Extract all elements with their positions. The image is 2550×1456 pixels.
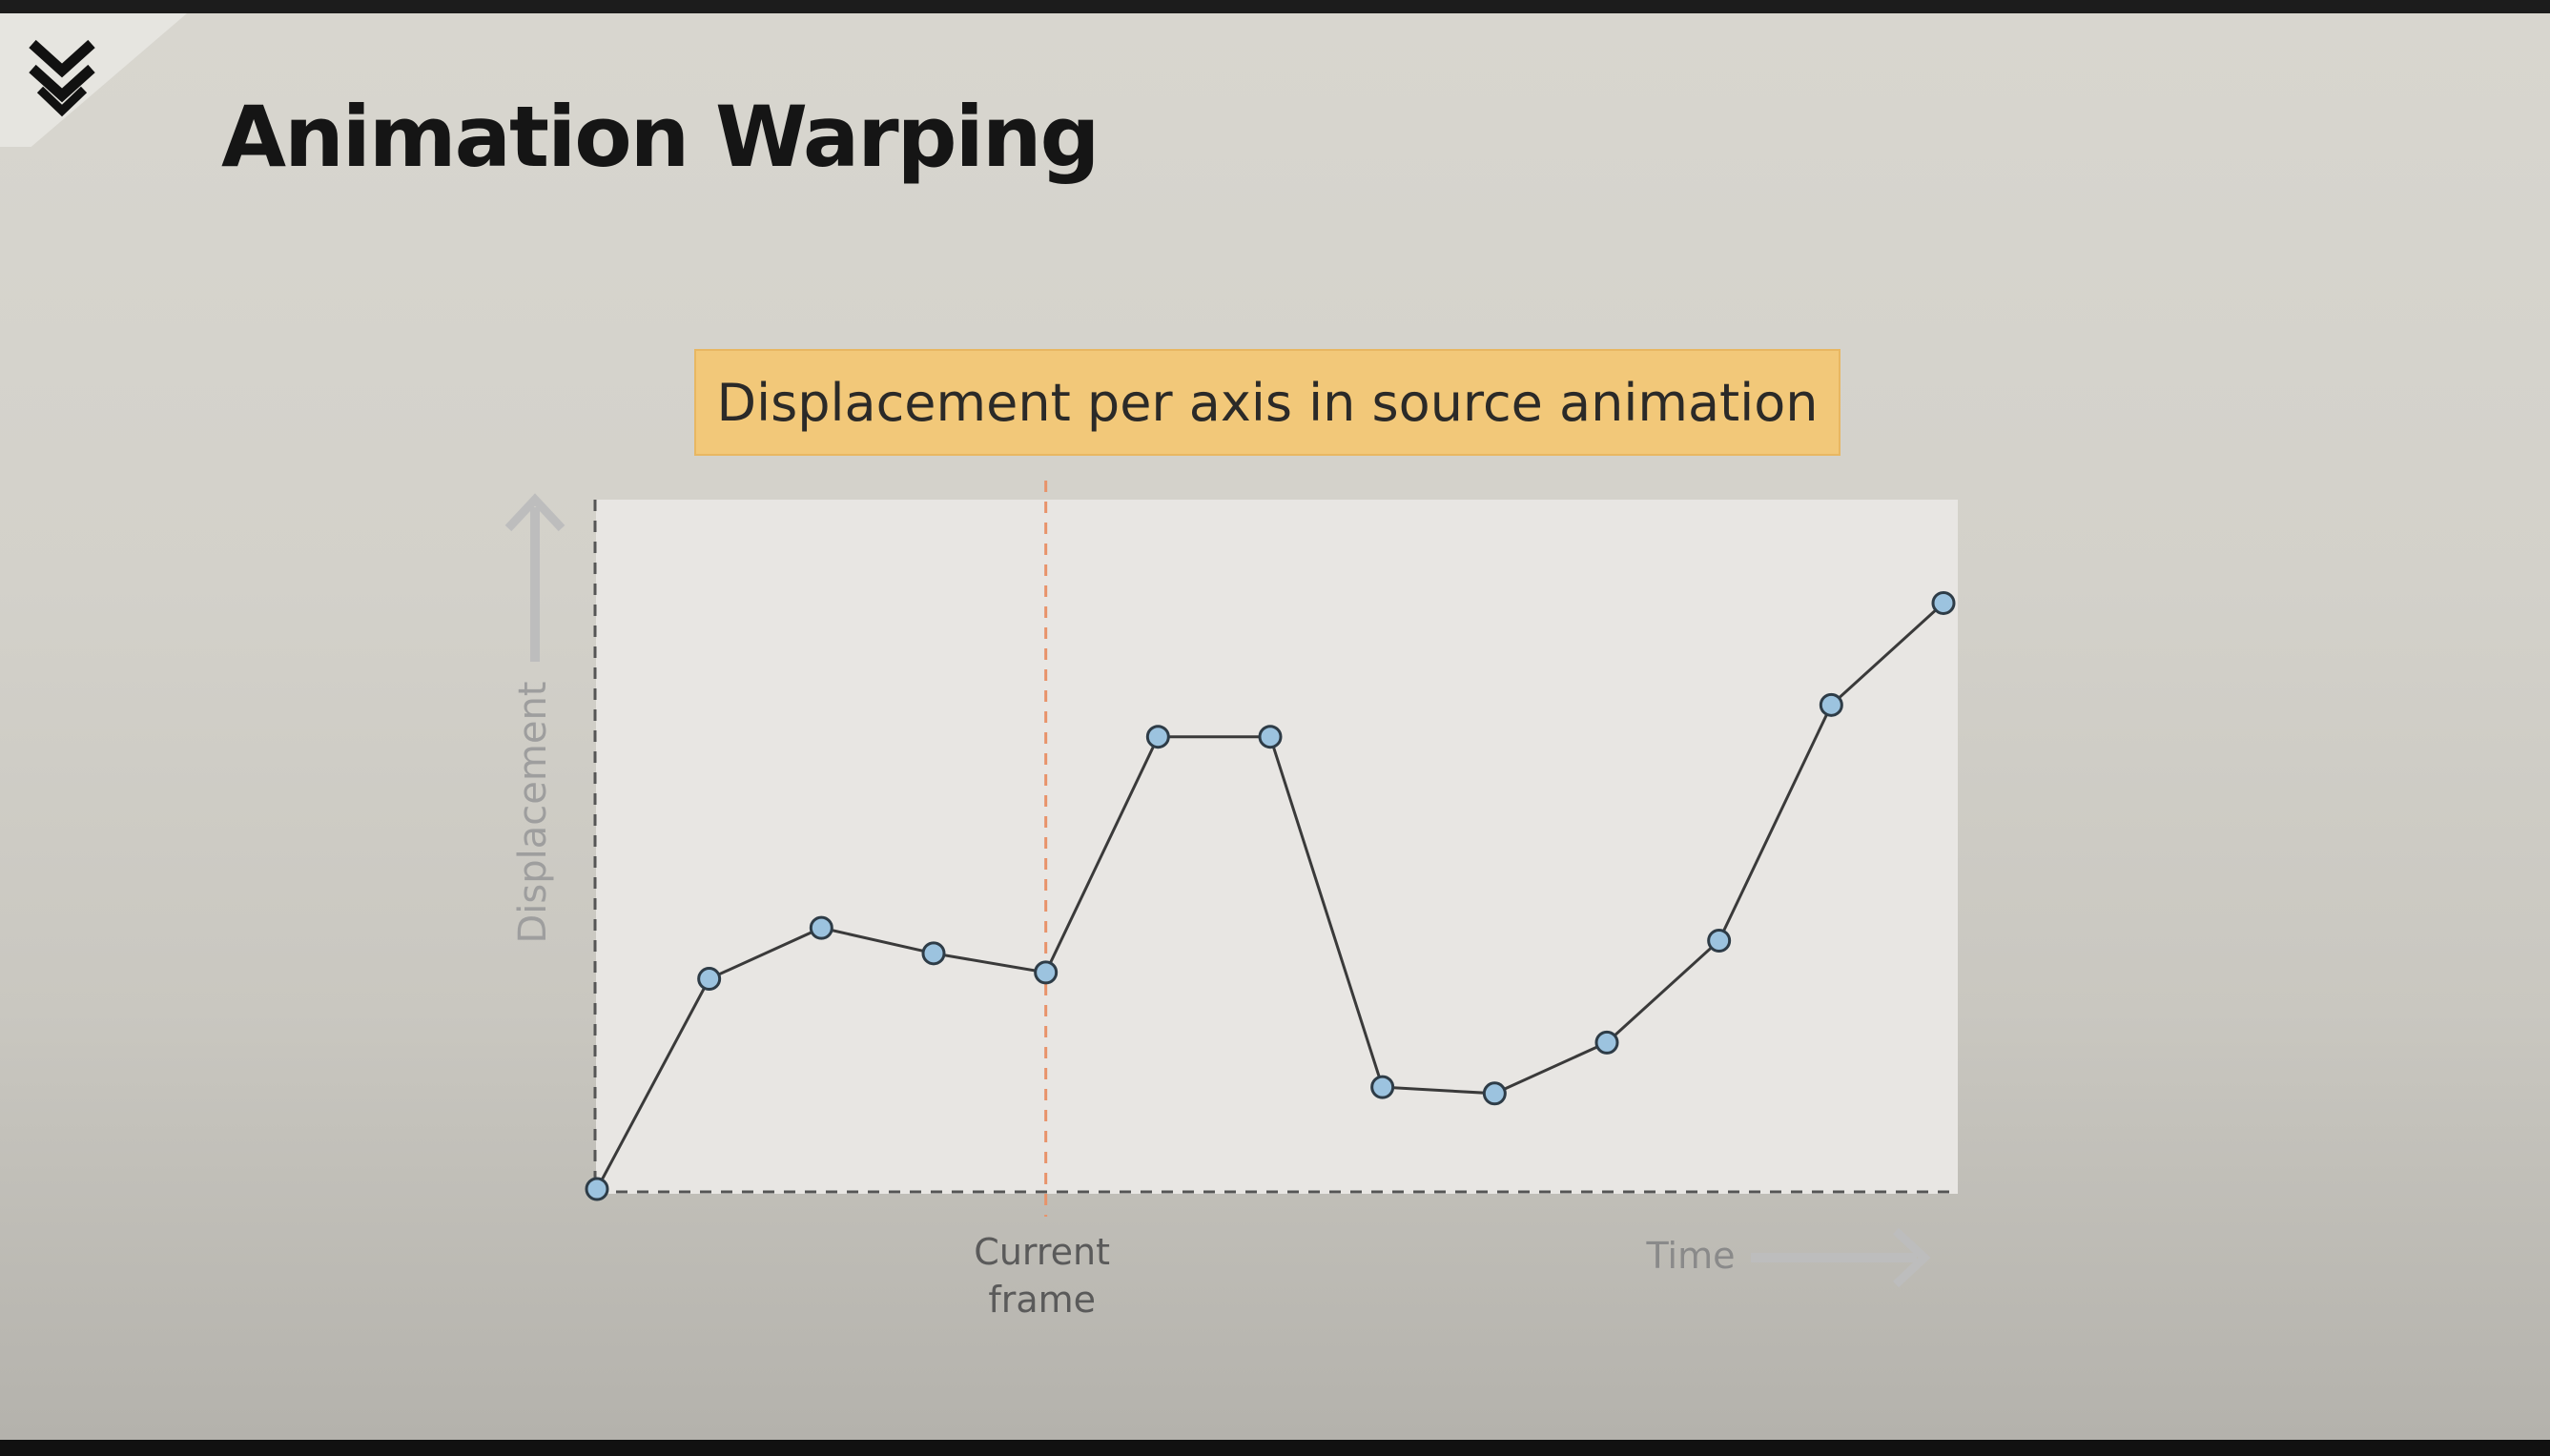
data-point-11 [1819,692,1843,717]
slide-corner-shape [0,13,187,147]
data-point-7 [1370,1075,1395,1099]
data-point-10 [1707,928,1732,953]
plot-area [596,500,1958,1194]
current-frame-label-line2: frame [988,1279,1096,1321]
y-axis-arrow-head [504,493,566,532]
chart-title-banner: Displacement per axis in source animatio… [694,349,1841,456]
data-point-8 [1482,1081,1507,1106]
x-axis-arrow-head [1892,1227,1931,1288]
data-point-1 [697,967,722,992]
data-point-4 [1034,960,1059,985]
y-axis-label: Displacement [511,682,555,944]
data-point-3 [921,941,946,966]
chevron-stack-logo-icon [29,39,95,117]
x-axis-label: Time [1646,1235,1736,1277]
data-point-6 [1258,725,1283,749]
data-point-12 [1931,590,1956,615]
data-points [585,590,1956,1201]
slide-title: Animation Warping [221,88,1100,186]
current-frame-label-line1: Current [974,1231,1110,1273]
slide: Animation Warping Displacement Current f… [0,13,2550,1440]
top-strip [0,0,2550,13]
data-point-2 [809,915,833,940]
data-point-5 [1145,725,1170,749]
chart: Displacement Current frame Time [504,481,1958,1321]
data-point-9 [1594,1030,1619,1055]
data-point-0 [585,1177,609,1201]
